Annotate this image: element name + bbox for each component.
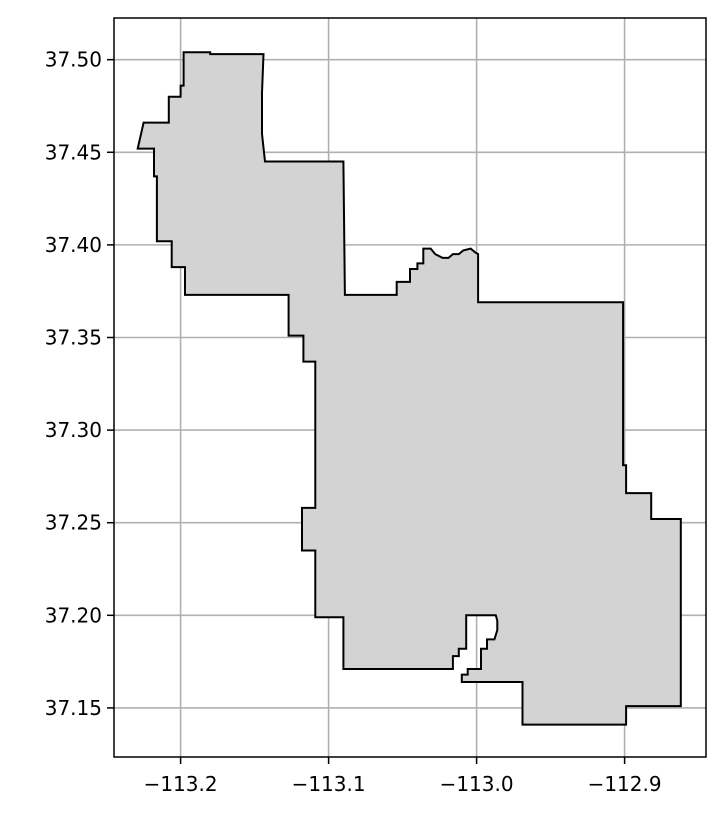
y-tick-label: 37.25 <box>45 511 102 535</box>
axes-frame <box>113 17 707 758</box>
y-tick-label: 37.45 <box>45 140 102 164</box>
y-tick-label: 37.15 <box>45 696 102 720</box>
y-tick-label: 37.35 <box>45 325 102 349</box>
y-axis: 37.15 37.20 37.25 37.30 37.35 37.40 37.45 37.50 <box>45 48 114 720</box>
x-tick-label: −113.1 <box>292 772 366 796</box>
y-tick-label: 37.20 <box>45 603 102 627</box>
x-tick-label: −112.9 <box>588 772 662 796</box>
y-tick-label: 37.40 <box>45 233 102 257</box>
x-axis: −113.2 −113.1 −113.0 −112.9 <box>144 757 662 796</box>
x-tick-label: −113.2 <box>144 772 218 796</box>
y-tick-label: 37.50 <box>45 48 102 72</box>
x-tick-label: −113.0 <box>440 772 514 796</box>
region-polygon <box>136 51 682 726</box>
y-tick-label: 37.30 <box>45 418 102 442</box>
